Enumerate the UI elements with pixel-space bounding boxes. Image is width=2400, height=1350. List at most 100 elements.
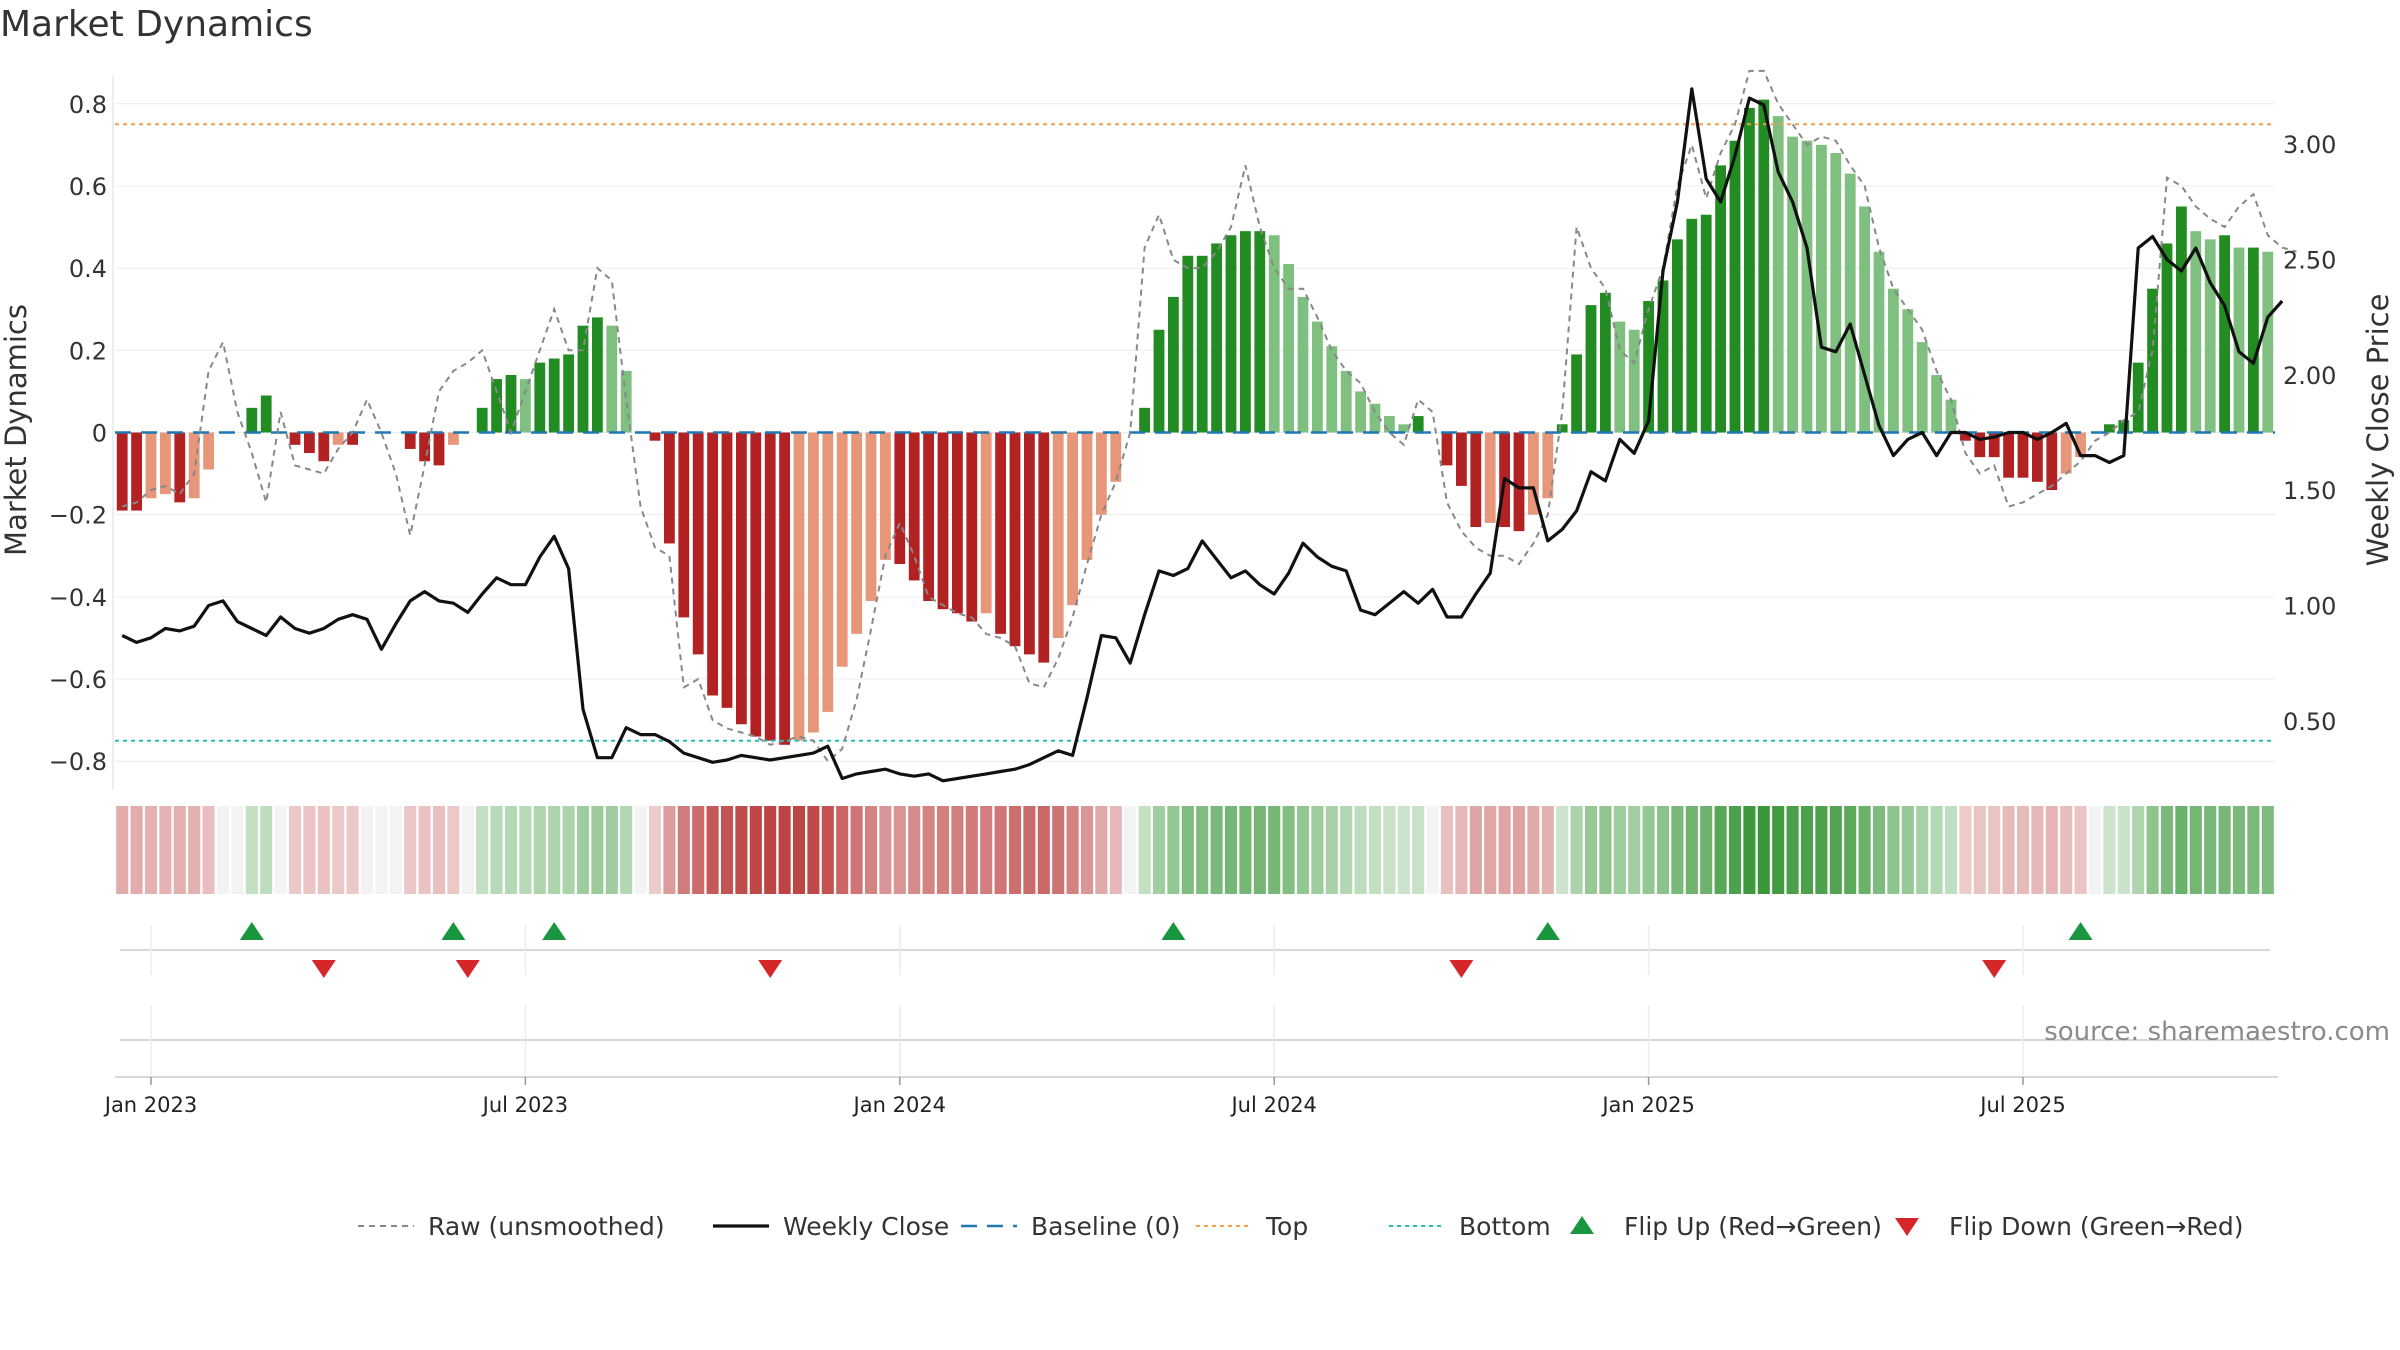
legend-label: Baseline (0) (1031, 1212, 1180, 1241)
dynamics-bar (433, 432, 445, 466)
y2-tick-label: 1.50 (2283, 477, 2336, 505)
dynamics-bar (894, 432, 906, 564)
dynamics-bar (2060, 432, 2072, 474)
regime-cell (2088, 806, 2102, 894)
legend-swatch (1570, 1216, 1594, 1234)
x-tick-label: Jul 2024 (1229, 1093, 1316, 1117)
x-tick-label: Jan 2025 (1600, 1093, 1695, 1117)
legend-label: Flip Up (Red→Green) (1624, 1212, 1882, 1241)
legend-item-top: Top (1196, 1212, 1308, 1241)
dynamics-bar (2219, 235, 2230, 433)
dynamics-bar (1153, 329, 1165, 433)
dynamics-bar (2046, 432, 2058, 491)
regime-cell (1944, 806, 1958, 894)
dynamics-bar (1024, 432, 1035, 655)
dynamics-bar (1081, 432, 1093, 560)
dynamics-bar (750, 432, 762, 737)
regime-cell (2160, 806, 2174, 894)
regime-cell (1858, 806, 1871, 894)
regime-cell (404, 806, 417, 894)
regime-cell (706, 806, 719, 894)
dynamics-bar (548, 358, 560, 433)
regime-cell (2175, 806, 2188, 894)
dynamics-bar (505, 374, 517, 433)
regime-cell (1743, 806, 1756, 894)
dynamics-bar (1369, 403, 1381, 433)
regime-cell (1973, 806, 1986, 894)
dynamics-bar (1470, 432, 1482, 528)
regime-cell (1167, 806, 1180, 894)
dynamics-bar (1513, 432, 1525, 532)
regime-cell (1196, 806, 1209, 894)
regime-cell (605, 806, 618, 894)
dynamics-bar (980, 432, 992, 614)
y-tick-label: −0.6 (49, 666, 107, 694)
dynamics-bar (1988, 432, 2000, 458)
dynamics-bar (1340, 370, 1352, 433)
regime-cell (1613, 806, 1626, 894)
legend-label: Top (1265, 1212, 1308, 1241)
dynamics-bar (1211, 243, 1222, 433)
regime-cell (1844, 806, 1857, 894)
dynamics-bar (1110, 432, 1122, 482)
regime-cell (216, 806, 230, 894)
dynamics-bar (1283, 264, 1294, 433)
legend-swatch (1895, 1218, 1919, 1236)
regime-cell (936, 806, 950, 894)
regime-cell (980, 806, 993, 894)
dynamics-bar (692, 432, 704, 655)
legend-label: Raw (unsmoothed) (428, 1212, 665, 1241)
regime-cell (1008, 806, 1022, 894)
dynamics-bar (1182, 255, 1194, 433)
dynamics-bars (116, 99, 2274, 745)
regime-cell (2031, 806, 2044, 894)
regime-cell (1656, 806, 1670, 894)
regime-cell (1757, 806, 1770, 894)
dynamics-bar (1297, 296, 1309, 433)
regime-cell (807, 806, 820, 894)
regime-cell (2218, 806, 2231, 894)
regime-cell (274, 806, 287, 894)
dynamics-bar (1916, 342, 1928, 433)
regime-cell (1440, 806, 1454, 894)
dynamics-bar (1139, 407, 1150, 433)
regime-cell (1455, 806, 1468, 894)
regime-cell (677, 806, 690, 894)
regime-cell (1383, 806, 1396, 894)
dynamics-bar (1052, 432, 1064, 638)
regime-cell (778, 806, 791, 894)
dynamics-bar (736, 432, 747, 725)
regime-cell (476, 806, 489, 894)
dynamics-bar (160, 432, 171, 495)
dynamics-bar (678, 432, 690, 618)
regime-cell (360, 806, 374, 894)
regime-cell (2074, 806, 2087, 894)
regime-cell (648, 806, 662, 894)
dynamics-bar (289, 432, 301, 445)
y2-tick-label: 2.00 (2283, 362, 2336, 390)
regime-cell (1599, 806, 1612, 894)
x-tick-label: Jul 2025 (1978, 1093, 2065, 1117)
chart-title: Market Dynamics (0, 4, 313, 45)
dynamics-bar (2104, 424, 2115, 433)
regime-cell (1426, 806, 1439, 894)
dynamics-bar (1643, 301, 1654, 433)
regime-cell (576, 806, 590, 894)
flip-up-marker (1535, 922, 1560, 940)
dynamics-bar (707, 432, 718, 696)
dynamics-bar (1168, 296, 1179, 433)
regime-cell (1037, 806, 1050, 894)
dynamics-bar (347, 432, 358, 445)
dynamics-bar (246, 407, 258, 433)
dynamics-bar (131, 432, 142, 511)
dynamics-bar (520, 379, 531, 433)
regime-cell (159, 806, 172, 894)
regime-cell (951, 806, 964, 894)
regime-cell (303, 806, 316, 894)
regime-cell (749, 806, 762, 894)
y-tick-label: 0.4 (69, 255, 107, 283)
regime-cell (1628, 806, 1641, 894)
regime-cell (720, 806, 734, 894)
regime-cell (288, 806, 302, 894)
flip-up-marker (1161, 922, 1186, 940)
